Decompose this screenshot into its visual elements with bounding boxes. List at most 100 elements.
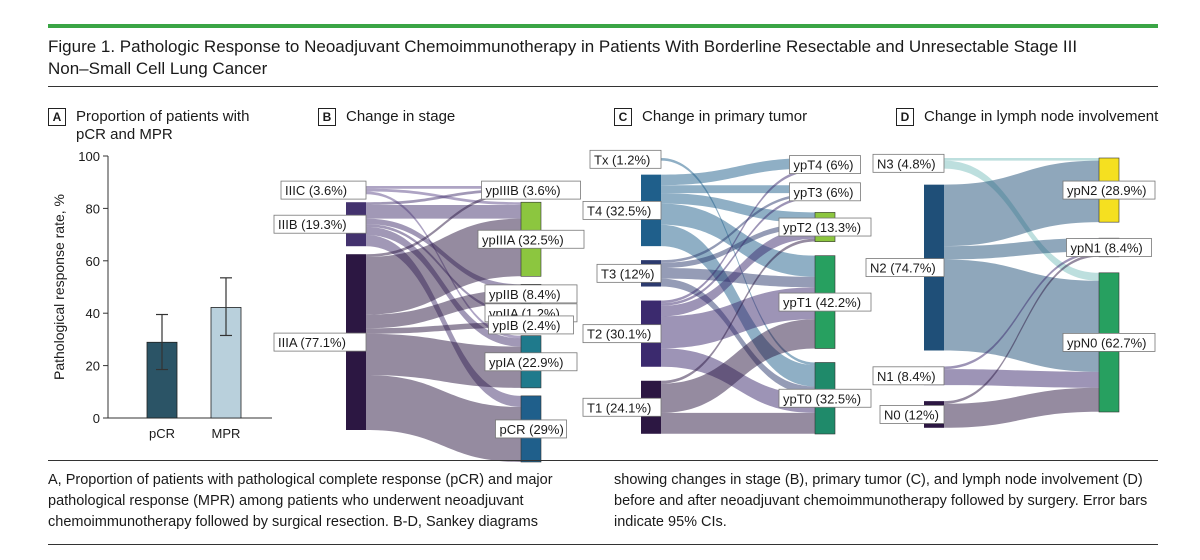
sankey-label-box-B-right-0 [481,180,581,200]
sankey-link-B-14 [366,375,521,462]
figure-title-line1: Figure 1. Pathologic Response to Neoadju… [48,37,1078,56]
sankey-link-B-12 [366,322,521,334]
panel-c-header: C Change in primary tumor [614,108,874,126]
sankey-label-B-right-1: ypIIIA (32.5%) [482,232,564,247]
sankey-link-C-3 [661,193,815,223]
sankey-link-D-2 [944,160,1099,247]
sankey-label-box-B-left-0 [280,180,367,200]
sankey-label-C-right-3: ypT1 (42.2%) [783,295,861,310]
panel-b-letter: B [318,108,336,126]
sankey-label-D-right-1: ypN1 (8.4%) [1071,240,1143,255]
sankey-links-D [944,158,1099,428]
sankey-label-C-left-1: T4 (32.5%) [587,203,651,218]
caption-left: A, Proportion of patients with pathologi… [48,472,553,530]
sankey-link-C-15 [661,238,815,384]
sankey-label-box-C-right-1 [789,182,861,202]
sankey-label-box-C-left-3 [582,324,662,344]
sankey-label-C-left-3: T2 (30.1%) [587,327,651,342]
figure-title: Figure 1. Pathologic Response to Neoadju… [48,36,1158,80]
sankey-label-B-left-1: IIIB (19.3%) [278,217,347,232]
sankey-link-C-10 [661,168,815,304]
sankey-link-D-8 [944,387,1099,428]
sankey-link-C-17 [661,412,815,434]
sankey-label-B-right-4: ypIB (2.4%) [493,318,561,333]
tick-label-a-y-80: 80 [86,201,100,216]
sankey-label-box-C-left-0 [589,149,662,169]
sankey-link-B-11 [366,289,521,329]
tick-label-a-y-100: 100 [78,149,100,164]
sankey-label-box-D-left-0 [872,153,945,173]
sankey-label-box-B-right-4 [488,315,574,335]
panel-c-letter: C [614,108,632,126]
sankey-label-box-C-right-0 [789,155,861,175]
bottom-rule [48,544,1158,545]
sankey-label-B-right-6: pCR (29%) [500,422,564,437]
panel-d-letter: D [896,108,914,126]
sankey-label-D-left-1: N2 (74.7%) [870,261,936,276]
tick-label-a-y-0: 0 [93,411,100,426]
sankey-label-D-left-2: N1 (8.4%) [877,369,936,384]
panel-d-header: D Change in lymph node involvement [896,108,1166,126]
sankey-label-box-B-left-2 [273,332,367,352]
figure-title-line2: Non–Small Cell Lung Cancer [48,59,268,78]
sankey-link-D-0 [944,158,1099,161]
sankey-link-C-4 [661,203,815,277]
panel-d-title: Change in lymph node involvement [924,108,1159,125]
sankey-label-D-right-0: ypN2 (28.9%) [1067,183,1146,198]
sankey-link-C-11 [661,195,815,306]
sankey-link-D-4 [944,259,1099,372]
caption-right: showing changes in stage (B), primary tu… [614,472,1148,530]
sankey-label-C-left-2: T3 (12%) [601,266,654,281]
sankey-link-D-3 [944,238,1099,260]
category-label-MPR: MPR [212,426,241,441]
sankey-label-box-D-left-3 [879,405,945,424]
sankey-link-B-9 [366,191,521,257]
sankey-label-D-left-3: N0 (12%) [884,407,939,422]
sankey-label-box-B-right-6 [495,419,567,439]
title-rule [48,86,1158,87]
sankey-label-C-right-0: ypT4 (6%) [794,158,854,173]
sankey-link-C-7 [661,222,815,269]
tick-label-a-y-20: 20 [86,359,100,374]
bar-pCR [146,341,178,419]
sankey-label-box-D-right-2 [1062,333,1156,352]
sankey-link-C-13 [661,287,815,349]
sankey-label-B-right-0: ypIIIB (3.6%) [486,183,561,198]
sankey-label-box-B-right-1 [477,229,585,249]
axis-label-a-y: Pathological response rate, % [51,194,67,380]
sankey-link-C-1 [661,158,815,186]
sankey-label-B-left-0: IIIC (3.6%) [285,183,347,198]
sankey-label-box-B-right-5 [484,352,578,372]
sankey-label-C-left-4: T1 (24.1%) [587,400,651,415]
panel-a-letter: A [48,108,66,126]
sankey-label-D-left-0: N3 (4.8%) [877,156,936,171]
sankey-link-C-12 [661,228,815,317]
sankey-label-B-right-5: ypIA (22.9%) [489,355,563,370]
panel-b-header: B Change in stage [318,108,578,126]
sankey-label-box-B-right-2 [484,284,578,304]
sankey-link-D-7 [944,254,1099,404]
sankey-label-D-right-2: ypN0 (62.7%) [1067,335,1146,350]
panel-c-title: Change in primary tumor [642,108,808,125]
sankey-links-C [661,158,815,434]
sankey-link-B-4 [366,204,521,219]
sankey-link-C-2 [661,185,815,194]
sankey-label-box-C-left-1 [582,200,662,220]
sankey-label-box-C-right-2 [778,217,872,237]
sankey-label-C-right-1: ypT3 (6%) [794,185,854,200]
sankey-label-C-right-2: ypT2 (13.3%) [783,220,861,235]
category-label-pCR: pCR [149,426,175,441]
sankey-label-box-D-left-1 [865,258,945,277]
panel-b-title: Change in stage [346,108,456,125]
tick-label-a-y-40: 40 [86,306,100,321]
sankey-label-box-C-right-3 [778,292,872,312]
sankey-label-C-left-0: Tx (1.2%) [594,152,650,167]
panel-a-title: Proportion of patients with pCR and MPR [76,108,250,143]
sankey-link-B-13 [366,333,521,388]
sankey-label-box-C-left-4 [582,397,662,417]
sankey-label-box-D-left-2 [872,366,945,386]
sankey-link-C-6 [661,193,815,263]
accent-bar [48,24,1158,28]
sankey-link-C-9 [661,278,815,395]
